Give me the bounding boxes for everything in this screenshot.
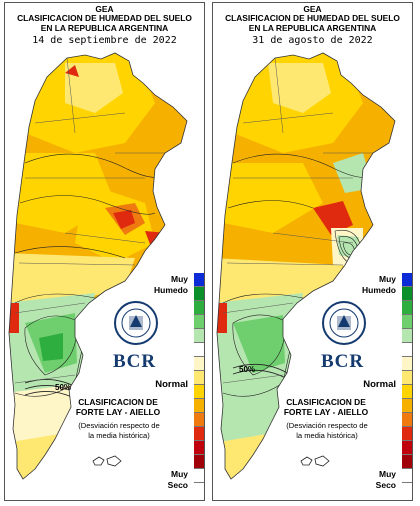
legend-swatch	[402, 329, 412, 343]
map-title-line1: CLASIFICACION DE HUMEDAD DEL SUELO	[17, 13, 192, 23]
legend-swatch	[402, 343, 412, 357]
legend-wet-label: Muy Humedo	[154, 274, 188, 295]
legend-swatch	[402, 357, 412, 371]
legend-swatch	[402, 427, 412, 441]
legend-swatch	[194, 301, 204, 315]
legend-swatch	[402, 315, 412, 329]
legend-swatch	[402, 399, 412, 413]
moisture-legend	[402, 273, 412, 483]
legend-swatch	[194, 441, 204, 455]
legend-swatch	[194, 357, 204, 371]
map-date: 31 de agosto de 2022	[252, 35, 373, 46]
argentina-soil-moisture-map	[216, 52, 396, 480]
map-title-line1: CLASIFICACION DE HUMEDAD DEL SUELO	[225, 13, 400, 23]
bcr-brand: BCR	[321, 351, 365, 372]
classification-credit: CLASIFICACION DE FORTE LAY - AIELLO	[75, 397, 161, 417]
classification-credit: CLASIFICACION DE FORTE LAY - AIELLO	[283, 397, 369, 417]
legend-swatch	[194, 385, 204, 399]
legend-swatch	[402, 287, 412, 301]
map-title-line2: EN LA REPUBLICA ARGENTINA	[40, 23, 169, 33]
legend-swatch	[194, 413, 204, 427]
contour-label: 50%	[55, 383, 72, 392]
malvinas-islands	[92, 455, 122, 467]
bcr-brand: BCR	[113, 351, 157, 372]
bcr-seal-logo	[322, 301, 366, 345]
legend-normal-label: Normal	[155, 379, 188, 390]
deviation-note: (Desviación respecto de la media históric…	[78, 421, 160, 440]
legend-swatch	[194, 399, 204, 413]
legend-swatch	[402, 455, 412, 469]
legend-swatch	[194, 427, 204, 441]
deviation-note: (Desviación respecto de la media históric…	[286, 421, 368, 440]
legend-swatch	[194, 287, 204, 301]
legend-swatch	[402, 469, 412, 483]
map-panel-right: GEA CLASIFICACION DE HUMEDAD DEL SUELO E…	[212, 2, 413, 501]
map-date: 14 de septiembre de 2022	[32, 35, 177, 46]
moisture-legend	[194, 273, 204, 483]
legend-swatch	[402, 371, 412, 385]
malvinas-islands	[300, 455, 330, 467]
bcr-seal-logo	[114, 301, 158, 345]
legend-swatch	[194, 273, 204, 287]
legend-dry-label: Muy Seco	[167, 469, 188, 490]
argentina-soil-moisture-map	[8, 52, 188, 480]
legend-normal-label: Normal	[363, 379, 396, 390]
legend-swatch	[194, 455, 204, 469]
legend-wet-label: Muy Humedo	[362, 274, 396, 295]
legend-swatch	[194, 315, 204, 329]
org-title: GEA	[303, 4, 322, 14]
legend-swatch	[194, 469, 204, 483]
legend-swatch	[402, 301, 412, 315]
map-panel-left: GEA CLASIFICACION DE HUMEDAD DEL SUELO E…	[4, 2, 205, 501]
legend-swatch	[194, 329, 204, 343]
legend-swatch	[194, 343, 204, 357]
org-title: GEA	[95, 4, 114, 14]
legend-dry-label: Muy Seco	[375, 469, 396, 490]
legend-swatch	[194, 371, 204, 385]
legend-swatch	[402, 441, 412, 455]
contour-label: 50%	[239, 365, 256, 374]
map-title-line2: EN LA REPUBLICA ARGENTINA	[248, 23, 377, 33]
legend-swatch	[402, 385, 412, 399]
legend-swatch	[402, 413, 412, 427]
legend-swatch	[402, 273, 412, 287]
